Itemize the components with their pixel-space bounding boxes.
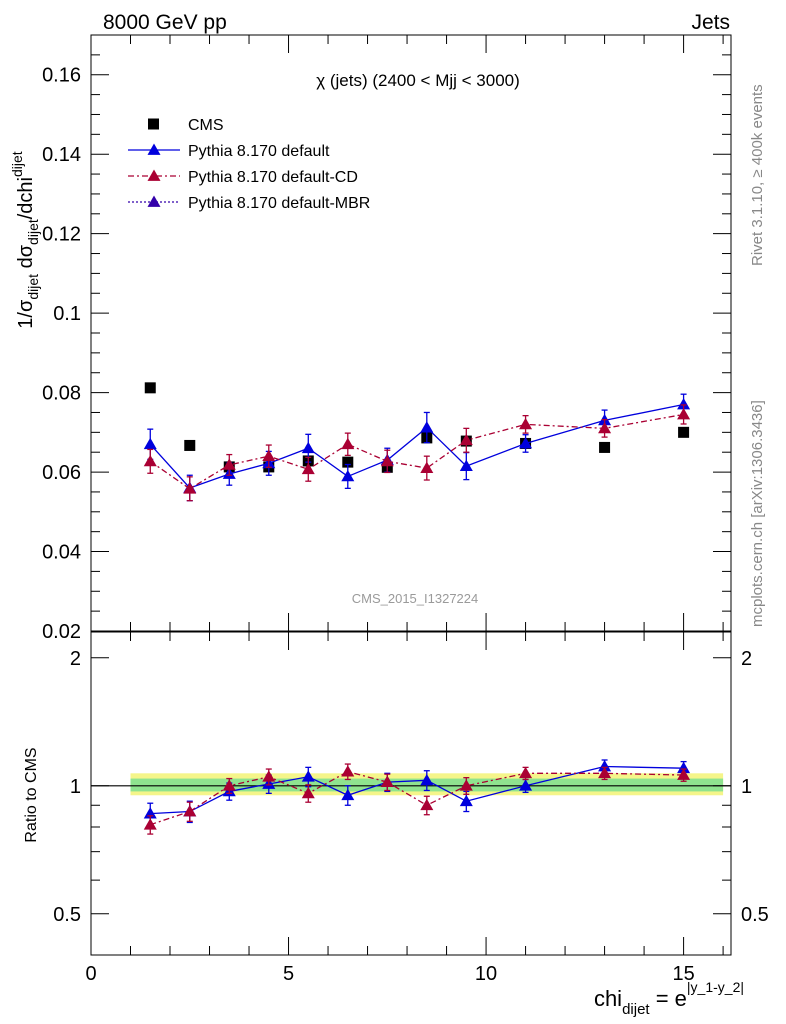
plot-title: χ (jets) (2400 < Mjj < 3000)	[316, 71, 520, 90]
legend: CMS Pythia 8.170 default Pythia 8.170 defa…	[128, 117, 370, 212]
series-point	[459, 433, 473, 446]
series-point	[677, 407, 691, 420]
x-tick-label: 5	[283, 963, 294, 985]
cms-point	[144, 382, 156, 394]
series-point	[262, 449, 276, 462]
series-line	[149, 413, 684, 490]
ratio-point	[341, 765, 355, 777]
ratio-point	[519, 766, 533, 779]
ratio-point	[598, 760, 612, 772]
cms-point	[342, 456, 354, 468]
ratio-tick-label-right: 2	[741, 648, 752, 670]
ratio-data	[143, 759, 691, 835]
series-point	[420, 461, 434, 473]
series-point	[677, 398, 691, 410]
ratio-line	[150, 770, 684, 826]
ratio-point	[301, 786, 315, 799]
ratio-point	[262, 770, 276, 782]
ratio-tick-label-right: 0.5	[741, 904, 769, 926]
ratio-band	[91, 773, 731, 796]
x-axis-label: chidijet = e|y_1-y_2|	[594, 979, 744, 1018]
x-tick-label: 10	[475, 963, 497, 985]
cms-point	[599, 441, 611, 453]
legend-marker	[147, 143, 161, 155]
series-point	[222, 458, 236, 470]
legend-marker-cms	[148, 118, 159, 130]
y-tick-label: 0.12	[42, 224, 81, 246]
ratio-point	[341, 788, 355, 801]
ratio-point	[677, 761, 691, 774]
series-point	[301, 441, 315, 454]
series-point	[519, 436, 533, 449]
cms-point	[678, 426, 690, 438]
axis-ticks	[90, 34, 731, 955]
ratio-point	[519, 779, 533, 791]
ratio-point	[420, 798, 434, 811]
cms-point	[184, 439, 196, 451]
header-right: Jets	[691, 11, 730, 34]
ratio-point	[183, 805, 197, 817]
series-point	[143, 454, 157, 467]
ratio-point	[143, 807, 157, 819]
analysis-id: CMS_2015_I1327224	[352, 591, 479, 606]
ratio-point	[459, 779, 473, 791]
series-point	[380, 454, 394, 467]
y-tick-label: 0.06	[42, 462, 81, 484]
series-line	[149, 403, 684, 489]
mcplots-label: mcplots.cern.ch [arXiv:1306.3436]	[749, 400, 766, 627]
x-tick-label: 15	[672, 963, 694, 985]
series-point	[341, 469, 355, 482]
ratio-point	[598, 766, 612, 779]
legend-label: Pythia 8.170 default-CD	[188, 169, 358, 186]
series-point	[143, 437, 157, 450]
ratio-point	[420, 773, 434, 786]
ratio-tick-label: 2	[70, 648, 81, 670]
y-axis-label: 1/σdijet dσdijet/dchidijet	[9, 151, 41, 328]
y-tick-label: 0.1	[53, 303, 81, 325]
y-tick-label: 0.04	[42, 542, 81, 564]
series-point	[183, 482, 197, 494]
ratio-point	[222, 779, 236, 791]
ratio-point	[143, 818, 157, 830]
ratio-y-label: Ratio to CMS	[23, 747, 40, 842]
main-data	[143, 382, 691, 502]
ratio-tick-label-right: 1	[741, 776, 752, 798]
series-point	[459, 459, 473, 471]
series-point	[301, 462, 315, 475]
rivet-version-label: Rivet 3.1.10, ≥ 400k events	[749, 84, 766, 266]
y-tick-label: 0.08	[42, 383, 81, 405]
series-point	[341, 437, 355, 450]
x-tick-label: 0	[85, 963, 96, 985]
legend-label: Pythia 8.170 default-MBR	[188, 195, 370, 212]
ratio-tick-label: 0.5	[53, 904, 81, 926]
legend-marker	[147, 195, 161, 207]
legend-marker	[147, 169, 161, 181]
y-tick-label: 0.16	[42, 65, 81, 87]
series-point	[519, 417, 533, 430]
header-left: 8000 GeV pp	[103, 11, 227, 34]
tick-labels: 0 5 10 15 0.02 0.04 0.06 0.08 0.1 0.12 0.14 0.16 0.5…	[42, 65, 769, 985]
series-point	[420, 421, 434, 433]
legend-label: Pythia 8.170 default	[188, 143, 330, 160]
ratio-point	[301, 770, 315, 782]
ratio-point	[677, 768, 691, 780]
ratio-point	[380, 775, 394, 788]
legend-label: CMS	[188, 117, 224, 134]
ratio-tick-label: 1	[70, 776, 81, 798]
ratio-plot-frame	[90, 631, 732, 956]
ratio-point	[459, 794, 473, 807]
y-tick-label: 0.14	[42, 144, 81, 166]
ratio-line	[150, 765, 684, 815]
series-point	[598, 421, 612, 434]
y-tick-label: 0.02	[42, 621, 81, 643]
main-plot-frame	[90, 34, 732, 632]
